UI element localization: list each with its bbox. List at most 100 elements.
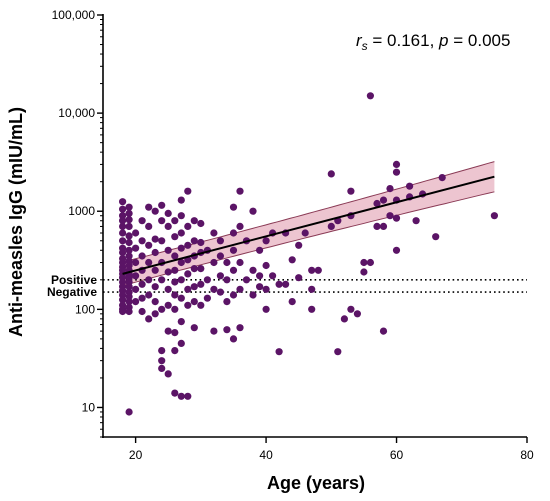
data-point bbox=[256, 283, 264, 291]
data-point bbox=[164, 268, 172, 276]
data-point bbox=[386, 185, 394, 193]
data-point bbox=[190, 298, 198, 306]
data-point bbox=[171, 278, 179, 286]
data-point bbox=[275, 280, 283, 288]
x-tick-label: 60 bbox=[390, 448, 404, 462]
data-point bbox=[164, 285, 172, 293]
data-point bbox=[366, 92, 374, 100]
data-point bbox=[125, 203, 133, 211]
data-point bbox=[269, 272, 277, 280]
data-point bbox=[138, 217, 146, 225]
data-point bbox=[138, 252, 146, 260]
data-point bbox=[392, 214, 401, 222]
data-point bbox=[158, 305, 166, 313]
p-value: = 0.005 bbox=[449, 31, 511, 50]
data-point bbox=[373, 199, 381, 208]
data-point bbox=[203, 294, 211, 302]
data-point bbox=[379, 222, 388, 230]
regression-line-layer bbox=[122, 175, 495, 275]
y-tick-label: 10 bbox=[82, 400, 96, 414]
data-point bbox=[145, 222, 153, 230]
x-tick-label: 20 bbox=[129, 448, 143, 462]
data-point bbox=[223, 258, 231, 267]
data-point bbox=[229, 246, 238, 254]
data-point bbox=[125, 283, 133, 291]
data-point bbox=[353, 310, 361, 318]
data-point bbox=[308, 266, 316, 274]
data-point bbox=[366, 258, 374, 267]
data-point bbox=[177, 294, 185, 302]
data-point bbox=[210, 285, 218, 293]
data-point bbox=[145, 315, 153, 323]
data-point bbox=[171, 389, 179, 397]
data-point bbox=[223, 326, 231, 334]
data-point bbox=[197, 301, 205, 309]
data-point bbox=[223, 298, 231, 306]
data-point bbox=[314, 266, 322, 274]
data-point bbox=[171, 266, 179, 274]
x-tick-label: 40 bbox=[259, 448, 273, 462]
data-point bbox=[151, 266, 159, 274]
data-point bbox=[432, 233, 440, 241]
data-point bbox=[262, 237, 270, 245]
data-point bbox=[340, 315, 348, 323]
confidence-band-lower-edge bbox=[122, 191, 495, 287]
data-point bbox=[256, 246, 264, 254]
data-point bbox=[119, 248, 127, 257]
data-point bbox=[177, 196, 185, 204]
data-point bbox=[392, 160, 401, 168]
data-point bbox=[151, 310, 159, 318]
data-point bbox=[386, 212, 394, 220]
data-point bbox=[158, 364, 166, 372]
data-points-layer bbox=[119, 92, 498, 416]
data-point bbox=[360, 258, 368, 267]
data-point bbox=[490, 212, 498, 220]
data-point bbox=[125, 209, 133, 217]
data-point bbox=[229, 335, 238, 343]
axes-layer: 10 100 1000 10,000 100,000 20 40 60 80 bbox=[52, 8, 534, 462]
data-point bbox=[164, 301, 172, 309]
data-point bbox=[236, 324, 244, 332]
data-point bbox=[138, 237, 146, 245]
confidence-band-layer bbox=[122, 161, 495, 287]
r-value: = 0.161, bbox=[368, 31, 439, 50]
data-point bbox=[360, 268, 368, 276]
data-point bbox=[327, 170, 335, 178]
data-point bbox=[145, 276, 153, 284]
data-point bbox=[132, 298, 140, 306]
y-tick-label: 100 bbox=[75, 302, 95, 316]
data-point bbox=[184, 392, 192, 400]
data-point bbox=[308, 285, 316, 293]
data-point bbox=[308, 305, 316, 313]
data-point bbox=[197, 219, 205, 228]
data-point bbox=[119, 217, 127, 225]
data-point bbox=[125, 232, 133, 240]
data-point bbox=[145, 241, 153, 249]
data-point bbox=[210, 327, 218, 335]
data-point bbox=[151, 207, 159, 215]
data-point bbox=[158, 347, 166, 355]
data-point bbox=[125, 246, 133, 254]
data-point bbox=[203, 276, 211, 284]
data-point bbox=[119, 237, 127, 245]
data-point bbox=[158, 217, 166, 225]
threshold-label-positive: Positive bbox=[51, 273, 97, 287]
data-point bbox=[184, 285, 192, 293]
data-point bbox=[145, 258, 153, 267]
data-point bbox=[379, 196, 388, 204]
data-point bbox=[184, 222, 192, 230]
data-point bbox=[132, 285, 140, 293]
data-point bbox=[216, 288, 224, 296]
data-point bbox=[288, 256, 296, 264]
data-point bbox=[242, 276, 251, 284]
data-point bbox=[262, 261, 270, 270]
data-point bbox=[197, 238, 205, 247]
data-point bbox=[177, 339, 185, 347]
data-point bbox=[334, 348, 342, 356]
data-point bbox=[119, 307, 127, 316]
data-point bbox=[171, 291, 179, 299]
data-point bbox=[164, 370, 172, 378]
data-point bbox=[236, 258, 244, 267]
data-point bbox=[177, 392, 185, 400]
